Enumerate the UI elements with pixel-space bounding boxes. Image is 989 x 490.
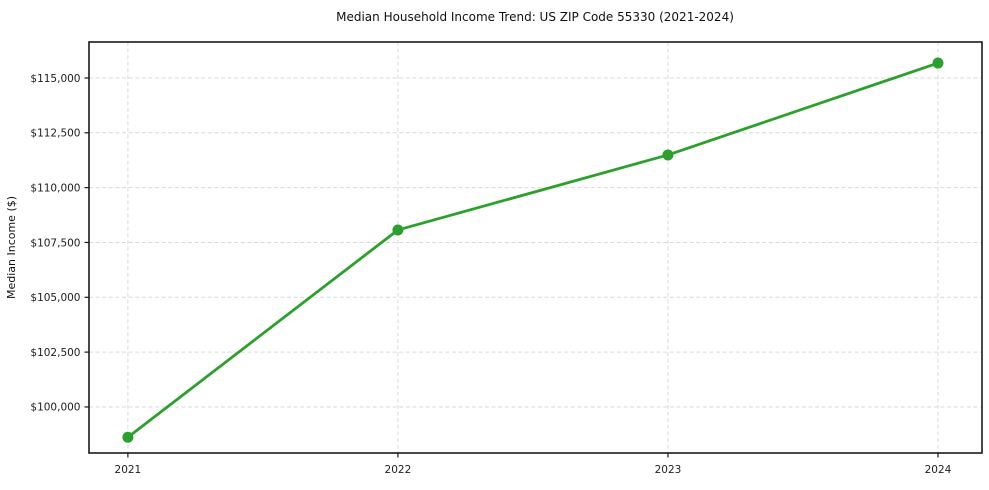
data-point <box>122 431 134 443</box>
plot-layers: $100,000 $102,500 $105,000 $107,500 $110,000… <box>30 41 983 476</box>
data-point <box>392 224 404 236</box>
y-tick-label: $115,000 <box>30 73 80 85</box>
y-axis-label: Median Income ($) <box>5 196 18 299</box>
y-tick-label: $105,000 <box>30 292 80 304</box>
x-tick-label: 2023 <box>655 464 682 476</box>
chart-title: Median Household Income Trend: US ZIP Co… <box>336 10 734 24</box>
trend-line <box>126 61 940 439</box>
x-tick-label: 2021 <box>115 464 142 476</box>
y-tick-label: $107,500 <box>30 237 80 249</box>
data-point <box>932 57 944 69</box>
plot-border <box>88 41 983 454</box>
x-tick-label: 2022 <box>385 464 412 476</box>
y-tick-label: $102,500 <box>30 347 80 359</box>
y-tick-label: $100,000 <box>30 402 80 414</box>
x-tick-label: 2024 <box>925 464 952 476</box>
y-tick-label: $110,000 <box>30 182 80 194</box>
data-point <box>662 149 674 161</box>
y-tick-label: $112,500 <box>30 128 80 140</box>
